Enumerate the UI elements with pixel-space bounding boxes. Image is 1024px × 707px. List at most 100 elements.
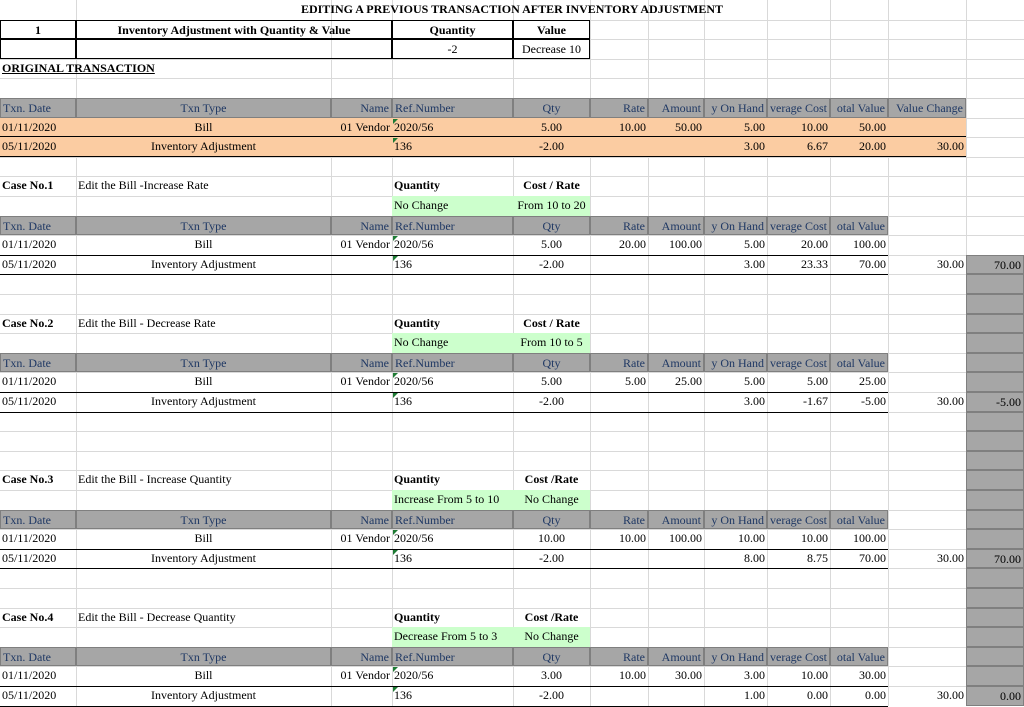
case-number[interactable]: Case No.3 xyxy=(2,472,54,487)
case-cell[interactable] xyxy=(648,686,704,706)
original-cell[interactable]: Inventory Adjustment xyxy=(76,137,331,157)
case-cost-label[interactable]: Cost / Rate xyxy=(523,178,580,193)
case-cost-label[interactable]: Cost /Rate xyxy=(524,609,579,624)
header-txn-type[interactable]: Txn Type xyxy=(76,646,331,667)
original-transaction-label[interactable]: ORIGINAL TRANSACTION xyxy=(2,60,155,75)
header-otal-value[interactable]: otal Value xyxy=(830,215,888,236)
value-change[interactable]: 30.00 xyxy=(937,688,964,702)
case-cell[interactable]: 8.00 xyxy=(744,550,765,565)
case-cell[interactable] xyxy=(590,392,648,412)
case-cell[interactable]: 30.00 xyxy=(859,668,886,683)
case-cell[interactable]: 100.00 xyxy=(669,531,702,546)
result-value[interactable]: 0.00 xyxy=(966,686,1024,706)
case-cell[interactable]: 01 Vendor xyxy=(340,374,390,389)
case-cell[interactable]: 3.00 xyxy=(744,394,765,408)
case-qty-label[interactable]: Quantity xyxy=(394,472,441,487)
case-cost-note[interactable]: From 10 to 5 xyxy=(513,333,590,353)
case-qty-label[interactable]: Quantity xyxy=(394,609,441,624)
case-cell[interactable]: 10.00 xyxy=(619,668,646,683)
shaded-cell[interactable] xyxy=(966,568,1024,588)
header-otal-value[interactable]: otal Value xyxy=(830,509,888,530)
case-cell[interactable]: -1.67 xyxy=(803,394,828,408)
case-cell[interactable]: 23.33 xyxy=(801,256,828,271)
header-rate[interactable]: Rate xyxy=(590,509,648,530)
top-value-label[interactable]: Value xyxy=(513,19,590,40)
shaded-cell[interactable] xyxy=(966,666,1024,686)
header-name[interactable]: Name xyxy=(331,98,392,118)
case-cell[interactable] xyxy=(590,686,648,706)
header-y-on-hand[interactable]: y On Hand xyxy=(704,215,767,236)
case-cell[interactable]: 5.00 xyxy=(807,374,828,389)
original-cell[interactable]: 3.00 xyxy=(704,137,767,157)
original-cell[interactable]: 5.00 xyxy=(704,117,767,138)
header-name[interactable]: Name xyxy=(331,215,392,236)
case-cell[interactable] xyxy=(648,549,704,569)
header-y-on-hand[interactable]: y On Hand xyxy=(704,352,767,373)
case-cell[interactable] xyxy=(590,255,648,275)
case-cell[interactable]: 10.00 xyxy=(801,668,828,683)
shaded-cell[interactable] xyxy=(966,333,1024,353)
header-value-change[interactable]: Value Change xyxy=(888,98,966,118)
header-txn-type[interactable]: Txn Type xyxy=(76,509,331,530)
top-empty-cell[interactable] xyxy=(0,39,76,59)
case-cell[interactable]: 8.75 xyxy=(807,550,828,565)
header-txn-type[interactable]: Txn Type xyxy=(76,352,331,373)
shaded-cell[interactable] xyxy=(966,352,1024,373)
original-cell[interactable]: 2020/56 xyxy=(392,117,513,138)
case-qty-label[interactable]: Quantity xyxy=(394,178,441,193)
header-rate[interactable]: Rate xyxy=(590,98,648,118)
case-cell[interactable]: Inventory Adjustment xyxy=(151,256,256,271)
case-cell[interactable]: 100.00 xyxy=(853,531,886,546)
case-cell[interactable] xyxy=(331,549,392,569)
case-cell[interactable]: 3.00 xyxy=(541,668,562,683)
case-cell[interactable] xyxy=(331,255,392,275)
original-cell[interactable]: 5.00 xyxy=(513,117,590,138)
header-verage-cost[interactable]: verage Cost xyxy=(767,646,830,667)
header-name[interactable]: Name xyxy=(331,352,392,373)
case-cell[interactable]: Bill xyxy=(194,237,213,252)
header-otal-value[interactable]: otal Value xyxy=(830,352,888,373)
value-change[interactable]: 30.00 xyxy=(937,550,964,565)
header-amount[interactable]: Amount xyxy=(648,215,704,236)
case-cell[interactable] xyxy=(648,255,704,275)
case-cost-note[interactable]: No Change xyxy=(513,490,590,510)
original-cell[interactable]: -2.00 xyxy=(513,137,590,157)
header-txn-date[interactable]: Txn. Date xyxy=(0,98,76,118)
case-cell[interactable]: Bill xyxy=(194,374,213,389)
case-number[interactable]: Case No.2 xyxy=(2,315,54,330)
shaded-cell[interactable] xyxy=(966,588,1024,608)
case-cell[interactable]: 70.00 xyxy=(859,256,886,271)
case-cell[interactable]: 05/11/2020 xyxy=(2,688,57,702)
case-cell[interactable]: Inventory Adjustment xyxy=(151,688,256,702)
case-cell[interactable]: 136 xyxy=(394,550,412,565)
header-amount[interactable]: Amount xyxy=(648,98,704,118)
shaded-cell[interactable] xyxy=(966,431,1024,451)
shaded-cell[interactable] xyxy=(966,372,1024,392)
shaded-cell[interactable] xyxy=(966,294,1024,314)
case-cell[interactable]: 01 Vendor xyxy=(340,531,390,546)
case-qty-note[interactable]: Decrease From 5 to 3 xyxy=(392,627,513,647)
header-txn-date[interactable]: Txn. Date xyxy=(0,352,76,373)
case-cell[interactable]: 10.00 xyxy=(619,531,646,546)
case-cell[interactable]: 2020/56 xyxy=(394,237,434,252)
top-qty-label[interactable]: Quantity xyxy=(392,19,513,40)
case-cell[interactable]: 2020/56 xyxy=(394,668,434,683)
header-ref-number[interactable]: Ref.Number xyxy=(392,352,513,373)
case-description[interactable]: Edit the Bill - Increase Quantity xyxy=(78,472,232,487)
case-cell[interactable]: 5.00 xyxy=(625,374,646,389)
case-cell[interactable]: Inventory Adjustment xyxy=(151,394,256,408)
case-cell[interactable]: 5.00 xyxy=(541,237,562,252)
case-cell[interactable] xyxy=(648,392,704,412)
case-cell[interactable]: 5.00 xyxy=(541,374,562,389)
case-cell[interactable]: 05/11/2020 xyxy=(2,394,57,408)
shaded-cell[interactable] xyxy=(966,470,1024,490)
case-cell[interactable]: 136 xyxy=(394,688,412,702)
header-qty[interactable]: Qty xyxy=(513,509,590,530)
case-cell[interactable]: Bill xyxy=(194,531,213,546)
header-qty[interactable]: Qty xyxy=(513,352,590,373)
case-cell[interactable]: 0.00 xyxy=(807,688,828,702)
original-cell[interactable]: 10.00 xyxy=(590,117,648,138)
original-cell[interactable]: 50.00 xyxy=(830,117,888,138)
header-rate[interactable]: Rate xyxy=(590,646,648,667)
